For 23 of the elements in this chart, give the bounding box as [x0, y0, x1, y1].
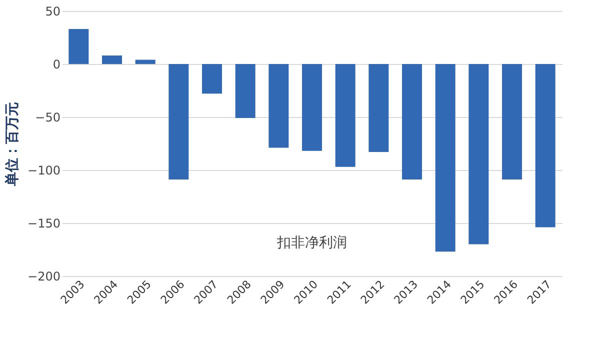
annotation: 扣非净利润	[276, 234, 347, 251]
y-tick-label: 0	[52, 58, 60, 72]
bar	[502, 64, 522, 180]
bar	[535, 64, 556, 228]
bar	[202, 64, 222, 94]
bar	[335, 64, 356, 167]
bar	[468, 64, 489, 244]
bar	[168, 64, 189, 180]
bar	[302, 64, 322, 151]
bar	[402, 64, 422, 180]
y-tick-label: −200	[28, 270, 60, 284]
bar	[68, 29, 89, 64]
bar	[102, 56, 122, 64]
bar	[268, 64, 289, 148]
y-tick-label: −150	[28, 216, 60, 230]
y-tick-label: 50	[45, 4, 60, 18]
bar	[135, 60, 156, 64]
y-tick-label: −100	[28, 164, 60, 178]
bar	[435, 64, 456, 252]
bar	[368, 64, 389, 152]
y-axis-title: 单位：百万元	[4, 102, 21, 187]
y-tick-label: −50	[35, 110, 60, 124]
bar	[235, 64, 256, 118]
